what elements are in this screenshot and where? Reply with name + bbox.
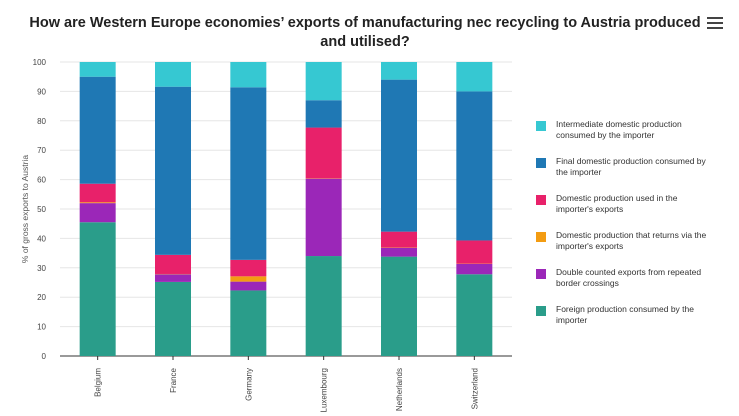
x-tick-label: Belgium xyxy=(94,368,103,397)
bar-segment xyxy=(230,276,267,282)
legend-label: Foreign production consumed by the impor… xyxy=(556,304,694,325)
legend-swatch xyxy=(536,195,546,205)
bars xyxy=(79,62,493,356)
bar-segment xyxy=(381,231,417,248)
hamburger-menu-icon[interactable] xyxy=(707,14,723,30)
bar-segment xyxy=(79,202,116,204)
bar-segment xyxy=(230,87,267,260)
bar-segment xyxy=(79,62,116,77)
legend-swatch xyxy=(536,306,546,316)
y-tick-label: 80 xyxy=(37,117,46,126)
y-tick-label: 70 xyxy=(37,146,46,155)
bar-segment xyxy=(155,86,191,255)
bar-segment xyxy=(305,178,342,257)
x-tick-label: France xyxy=(169,367,178,392)
legend-swatch xyxy=(536,158,546,168)
y-tick-label: 30 xyxy=(37,264,46,273)
legend-label: Domestic production used in the importer… xyxy=(556,193,678,214)
x-tick-label: Germany xyxy=(244,368,253,401)
bar-segment xyxy=(381,247,417,257)
bar-segment xyxy=(456,240,493,264)
grid-lines xyxy=(60,61,512,328)
bar-segment xyxy=(79,203,116,223)
bar-segment xyxy=(155,254,191,274)
menu-line xyxy=(707,22,723,24)
menu-line xyxy=(707,27,723,29)
axes: 0 10 20 30 40 50 60 70 80 90 100 Belgium France Germa… xyxy=(33,58,512,412)
bar-segment xyxy=(230,290,267,356)
legend-swatch xyxy=(536,121,546,131)
y-tick-label: 0 xyxy=(42,352,47,361)
bar-segment xyxy=(155,281,191,356)
bar-segment xyxy=(305,127,342,179)
bar-segment xyxy=(230,259,267,277)
bar-segment xyxy=(456,91,493,241)
bar-segment xyxy=(305,62,342,101)
bar-segment xyxy=(79,183,116,203)
bar-segment xyxy=(381,256,417,356)
x-tick-label: Luxembourg xyxy=(320,368,329,412)
y-tick-label: 20 xyxy=(37,293,46,302)
bar-segment xyxy=(381,79,417,232)
chart-title: How are Western Europe economies’ export… xyxy=(29,15,701,50)
legend-label: Intermediate domestic production consume… xyxy=(556,119,682,140)
y-tick-label: 60 xyxy=(37,176,46,185)
bar-segment xyxy=(381,62,417,80)
y-axis-label: % of gross exports to Austria xyxy=(20,155,30,263)
y-tick-label: 50 xyxy=(37,205,46,214)
x-tick-label: Netherlands xyxy=(395,368,404,411)
legend-swatch xyxy=(536,232,546,242)
y-tick-label: 40 xyxy=(37,234,46,243)
legend-swatch xyxy=(536,269,546,279)
y-tick-label: 100 xyxy=(33,58,47,67)
bar-segment xyxy=(456,274,493,356)
menu-line xyxy=(707,17,723,19)
bar-segment xyxy=(305,256,342,356)
legend-label: Final domestic production consumed by th… xyxy=(556,156,706,177)
legend-label: Double counted exports from repeated bor… xyxy=(556,267,702,288)
bar-segment xyxy=(456,263,493,275)
bar-segment xyxy=(456,62,493,92)
legend-label: Domestic production that returns via the… xyxy=(556,230,707,251)
bar-segment xyxy=(79,222,116,356)
bar-segment xyxy=(79,76,116,184)
y-tick-label: 90 xyxy=(37,87,46,96)
bar-segment xyxy=(230,62,267,88)
y-tick-label: 10 xyxy=(37,323,46,332)
bar-segment xyxy=(305,100,342,128)
bar-segment xyxy=(155,274,191,282)
bar-segment xyxy=(155,62,191,87)
bar-segment xyxy=(230,281,267,291)
x-tick-label: Switzerland xyxy=(470,368,479,409)
